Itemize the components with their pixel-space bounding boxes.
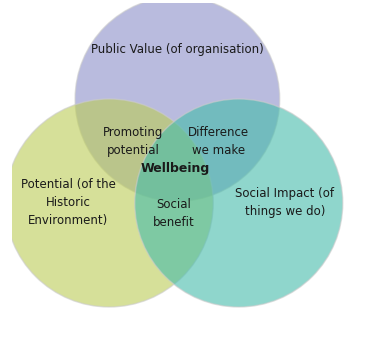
Text: Promoting
potential: Promoting potential: [103, 126, 163, 157]
Circle shape: [135, 99, 343, 307]
Text: Public Value (of organisation): Public Value (of organisation): [91, 43, 264, 56]
Text: Difference
we make: Difference we make: [188, 126, 249, 157]
Text: Social Impact (of
things we do): Social Impact (of things we do): [235, 188, 334, 219]
Text: Social
benefit: Social benefit: [153, 198, 195, 229]
Text: Potential (of the
Historic
Environment): Potential (of the Historic Environment): [21, 179, 116, 228]
Circle shape: [75, 0, 280, 201]
Text: Wellbeing: Wellbeing: [141, 163, 210, 175]
Circle shape: [5, 99, 213, 307]
